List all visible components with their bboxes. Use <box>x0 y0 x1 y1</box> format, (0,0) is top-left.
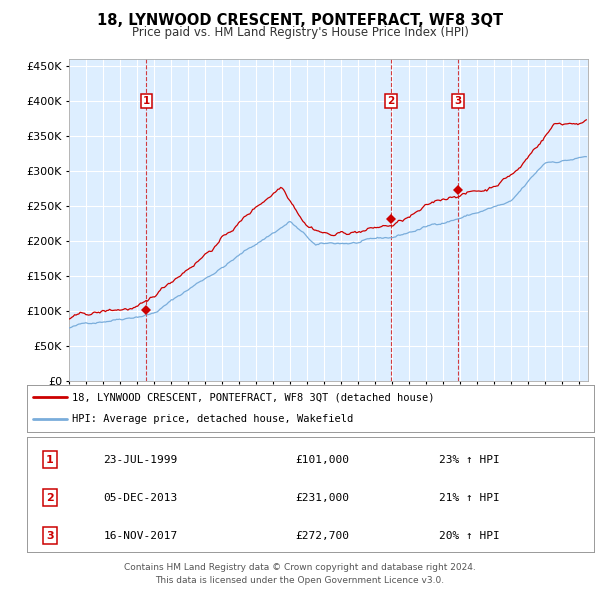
Text: 2: 2 <box>46 493 53 503</box>
Text: 05-DEC-2013: 05-DEC-2013 <box>103 493 178 503</box>
Text: 18, LYNWOOD CRESCENT, PONTEFRACT, WF8 3QT: 18, LYNWOOD CRESCENT, PONTEFRACT, WF8 3Q… <box>97 13 503 28</box>
Text: £272,700: £272,700 <box>295 530 349 540</box>
Text: 20% ↑ HPI: 20% ↑ HPI <box>439 530 500 540</box>
Text: Contains HM Land Registry data © Crown copyright and database right 2024.: Contains HM Land Registry data © Crown c… <box>124 563 476 572</box>
Text: £231,000: £231,000 <box>295 493 349 503</box>
Text: 3: 3 <box>46 530 53 540</box>
Text: This data is licensed under the Open Government Licence v3.0.: This data is licensed under the Open Gov… <box>155 576 445 585</box>
Text: 3: 3 <box>455 96 462 106</box>
Text: HPI: Average price, detached house, Wakefield: HPI: Average price, detached house, Wake… <box>73 414 353 424</box>
Text: £101,000: £101,000 <box>295 455 349 464</box>
Text: 23-JUL-1999: 23-JUL-1999 <box>103 455 178 464</box>
Text: 18, LYNWOOD CRESCENT, PONTEFRACT, WF8 3QT (detached house): 18, LYNWOOD CRESCENT, PONTEFRACT, WF8 3Q… <box>73 392 435 402</box>
Text: Price paid vs. HM Land Registry's House Price Index (HPI): Price paid vs. HM Land Registry's House … <box>131 26 469 39</box>
Text: 21% ↑ HPI: 21% ↑ HPI <box>439 493 500 503</box>
Text: 1: 1 <box>143 96 150 106</box>
Text: 2: 2 <box>388 96 395 106</box>
Text: 16-NOV-2017: 16-NOV-2017 <box>103 530 178 540</box>
Text: 23% ↑ HPI: 23% ↑ HPI <box>439 455 500 464</box>
Text: 1: 1 <box>46 455 53 464</box>
